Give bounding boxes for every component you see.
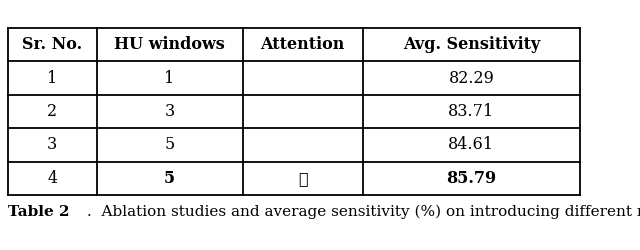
Text: .  Ablation studies and average sensitivity (%) on introducing different no. of : . Ablation studies and average sensitivi… <box>87 205 640 219</box>
Text: ✓: ✓ <box>298 170 307 187</box>
Text: 1: 1 <box>47 70 58 86</box>
Text: 83.71: 83.71 <box>448 103 494 120</box>
Text: 2: 2 <box>47 103 58 120</box>
Text: 3: 3 <box>47 136 58 154</box>
Text: 1: 1 <box>164 70 175 86</box>
Text: 3: 3 <box>164 103 175 120</box>
Text: 5: 5 <box>164 170 175 187</box>
Text: 5: 5 <box>164 136 175 154</box>
Text: Attention: Attention <box>260 36 345 53</box>
Text: 84.61: 84.61 <box>448 136 494 154</box>
Text: Avg. Sensitivity: Avg. Sensitivity <box>403 36 540 53</box>
Text: Sr. No.: Sr. No. <box>22 36 83 53</box>
Text: Table 2: Table 2 <box>8 205 70 219</box>
Text: 82.29: 82.29 <box>449 70 494 86</box>
Text: 85.79: 85.79 <box>446 170 497 187</box>
Text: 4: 4 <box>47 170 58 187</box>
Text: HU windows: HU windows <box>114 36 225 53</box>
